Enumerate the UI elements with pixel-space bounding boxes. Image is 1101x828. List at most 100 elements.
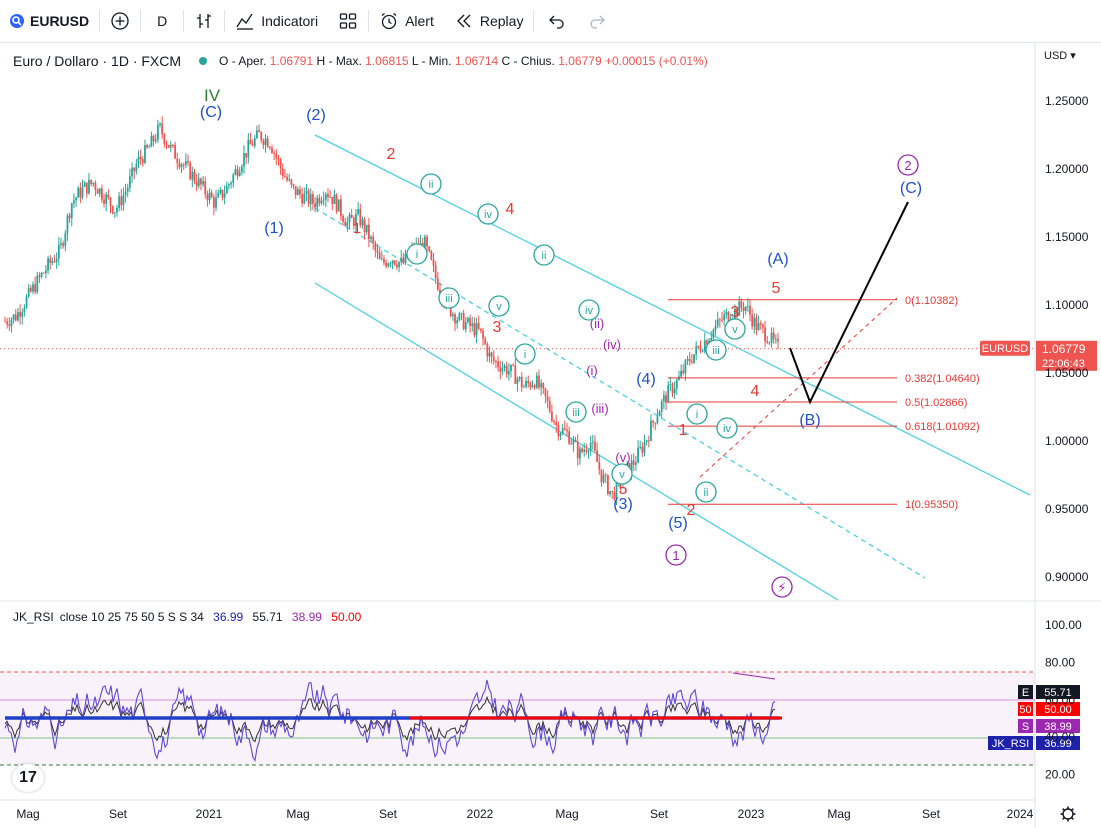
candle-body — [553, 421, 555, 423]
wave-label: (1) — [264, 220, 284, 237]
candle-body — [772, 332, 775, 340]
candle-body — [613, 491, 616, 500]
candle-body — [734, 308, 736, 319]
wave-circle — [716, 417, 738, 439]
candle-body — [499, 367, 502, 372]
wave-label: (C) — [200, 104, 222, 121]
wave-circle — [406, 243, 428, 265]
price-tick-label: 0.90000 — [1045, 570, 1089, 584]
wave-label: iv — [484, 209, 492, 221]
indicators-icon — [236, 13, 254, 30]
candle-body — [602, 474, 605, 483]
candle-body — [301, 194, 304, 204]
wave-label: (ii) — [590, 316, 604, 331]
rsi-tag-value-box — [1036, 719, 1080, 733]
candle-body — [206, 193, 209, 201]
candle-body — [665, 395, 667, 403]
rsi-tag-value-box — [1036, 736, 1080, 750]
price-tick-label: 1.05000 — [1045, 366, 1089, 380]
candle-body — [253, 138, 256, 146]
wave-label: 5 — [772, 280, 781, 297]
candle-body — [751, 314, 754, 327]
currency-selector[interactable]: USD ▾ — [1044, 50, 1076, 62]
candle-body — [92, 182, 95, 185]
candle-body — [154, 139, 157, 142]
candle-body — [103, 199, 105, 204]
candle-body — [675, 379, 678, 389]
wave-label: iii — [572, 407, 579, 419]
wave-label: ii — [429, 179, 434, 191]
undo-button[interactable] — [534, 0, 580, 42]
candle-body — [591, 441, 594, 443]
candle-body — [604, 474, 607, 476]
rsi-tag-value-box — [1036, 685, 1080, 699]
wave-label: v — [619, 469, 625, 481]
candle-body — [561, 428, 564, 434]
candle-body — [684, 360, 687, 374]
wave-label: iv — [585, 305, 593, 317]
candle-body — [258, 130, 260, 133]
tradingview-logo[interactable]: 17 — [12, 764, 44, 792]
wave-circle — [533, 244, 555, 266]
candle-body — [264, 138, 267, 145]
wave-label: (C) — [900, 180, 922, 197]
alert-button[interactable]: Alert — [369, 0, 444, 42]
gear-tooth — [1070, 808, 1074, 812]
rsi-value-2: 55.71 — [252, 610, 283, 624]
candle-body — [23, 307, 26, 313]
candle-body — [88, 179, 90, 194]
candle-body — [770, 332, 773, 343]
wave-label: (3) — [613, 496, 633, 513]
candle-body — [516, 379, 519, 384]
price-chart[interactable]: 0(1.10382) 0.382(1.04640) 0.5(1.02866) 0.61… — [0, 43, 1101, 828]
candle-body — [723, 314, 726, 321]
candle-body — [109, 197, 112, 207]
candle-body — [202, 181, 204, 185]
candle-body — [271, 147, 273, 153]
candle-body — [467, 318, 469, 323]
candle-body — [477, 323, 480, 329]
candle-body — [695, 346, 698, 355]
chart-type-button[interactable] — [184, 0, 224, 42]
candle-body — [374, 242, 377, 251]
candle-body — [21, 312, 24, 317]
candle-body — [469, 318, 471, 327]
rsi-tick-label: 100.00 — [1045, 618, 1082, 632]
candle-body — [777, 338, 779, 342]
symbol-search-icon — [10, 14, 24, 28]
layouts-button[interactable] — [328, 0, 368, 42]
indicators-button[interactable]: Indicatori — [225, 0, 328, 42]
candle-body — [167, 144, 170, 148]
redo-button[interactable] — [580, 0, 614, 42]
settings-gear-icon — [1060, 806, 1076, 822]
candle-body — [42, 272, 45, 274]
candle-body — [10, 319, 13, 327]
candle-body — [671, 384, 674, 394]
candle-body — [546, 396, 549, 401]
rsi-tag-letter: 50 — [1019, 704, 1031, 716]
candle-body — [14, 314, 17, 321]
candle-body — [68, 215, 71, 219]
candle-body — [512, 364, 515, 366]
candle-body — [634, 462, 637, 465]
rsi-params: close 10 25 75 50 5 S S 34 — [59, 610, 204, 624]
candle-body — [757, 323, 760, 330]
replay-button[interactable]: Replay — [444, 0, 534, 42]
candle-body — [606, 475, 609, 495]
wave-circle — [695, 481, 717, 503]
candle-body — [62, 243, 65, 246]
high-value: 1.06815 — [365, 54, 409, 68]
time-tick-label: 2024 — [1007, 807, 1034, 821]
candle-body — [652, 420, 655, 423]
candle-body — [574, 440, 577, 442]
candle-body — [174, 144, 177, 159]
interval-button[interactable]: D — [141, 0, 183, 42]
wave-label: 1 — [353, 220, 361, 237]
candle-body — [169, 144, 172, 148]
candle-body — [527, 380, 530, 384]
symbol-search[interactable]: EURUSD — [0, 0, 99, 42]
compare-button[interactable] — [100, 0, 140, 42]
candle-body — [544, 388, 547, 397]
candle-body — [462, 313, 465, 330]
candle-body — [51, 261, 54, 263]
